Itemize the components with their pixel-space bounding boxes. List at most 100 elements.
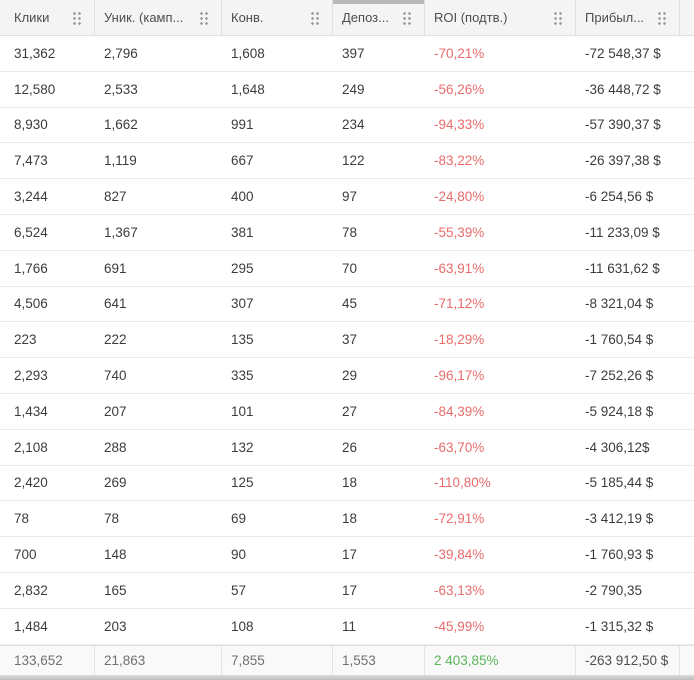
cell-uniques: 78 (104, 511, 120, 527)
total-uniques: 21,863 (95, 646, 222, 675)
column-header-roi-confirmed[interactable]: ROI (подтв.) (425, 0, 576, 35)
table-row[interactable]: 1,484 203 108 11 -45,99% -1 315,32 $ (0, 608, 694, 645)
column-header-label: ROI (подтв.) (434, 10, 508, 25)
row-stub (680, 179, 694, 214)
table-row[interactable]: 2,832 165 57 17 -63,13% -2 790,35 (0, 572, 694, 609)
cell-conversions: 307 (231, 296, 254, 312)
cell-profit: -8 321,04 $ (585, 296, 654, 312)
row-stub (680, 215, 694, 250)
cell-clicks: 1,434 (14, 403, 48, 419)
column-header-label: Депоз... (342, 10, 389, 25)
cell-roi: -110,80% (434, 475, 491, 491)
cell-uniques: 641 (104, 296, 127, 312)
cell-uniques: 2,796 (104, 45, 138, 61)
cell-conversions: 1,608 (231, 45, 265, 61)
cell-clicks: 12,580 (14, 81, 56, 97)
row-stub (680, 573, 694, 608)
cell-profit: -57 390,37 $ (585, 117, 661, 133)
drag-handle-icon[interactable] (402, 10, 412, 25)
cell-clicks: 78 (14, 511, 30, 527)
cell-clicks: 7,473 (14, 153, 48, 169)
cell-roi: -84,39% (434, 403, 485, 419)
cell-deposits: 17 (342, 582, 358, 598)
table-row[interactable]: 3,244 827 400 97 -24,80% -6 254,56 $ (0, 179, 694, 215)
table-row[interactable]: 8,930 1,662 991 234 -94,33% -57 390,37 $ (0, 107, 694, 144)
row-stub (680, 501, 694, 536)
cell-conversions: 1,648 (231, 81, 265, 97)
totals-stub (680, 646, 694, 675)
row-stub (680, 143, 694, 178)
cell-roi: -45,99% (434, 618, 485, 634)
drag-handle-icon[interactable] (657, 10, 667, 25)
table-row[interactable]: 2,293 740 335 29 -96,17% -7 252,26 $ (0, 358, 694, 394)
table-row[interactable]: 7,473 1,119 667 122 -83,22% -26 397,38 $ (0, 143, 694, 180)
drag-handle-icon[interactable] (310, 10, 320, 25)
total-conversions: 7,855 (222, 646, 333, 675)
column-header-deposits[interactable]: Депоз... (333, 0, 425, 35)
cell-deposits: 27 (342, 403, 358, 419)
cell-uniques: 203 (104, 618, 127, 634)
cell-deposits: 249 (342, 81, 365, 97)
table-row[interactable]: 1,766 691 295 70 -63,91% -11 631,62 $ (0, 250, 694, 287)
cell-uniques: 691 (104, 260, 127, 276)
column-header-profit[interactable]: Прибыл... (576, 0, 680, 35)
cell-profit: -1 760,54 $ (585, 332, 654, 348)
cell-clicks: 1,484 (14, 618, 48, 634)
bottom-strip (0, 675, 694, 680)
cell-clicks: 2,420 (14, 475, 48, 491)
cell-roi: -63,13% (434, 582, 485, 598)
row-stub (680, 251, 694, 286)
cell-conversions: 69 (231, 511, 247, 527)
column-header-conversions[interactable]: Конв. (222, 0, 333, 35)
table-row[interactable]: 2,420 269 125 18 -110,80% -5 185,44 $ (0, 465, 694, 502)
cell-clicks: 3,244 (14, 189, 48, 205)
cell-profit: -5 185,44 $ (585, 475, 654, 491)
column-header-clicks[interactable]: Клики (0, 0, 95, 35)
cell-conversions: 90 (231, 547, 247, 563)
cell-deposits: 97 (342, 189, 358, 205)
cell-conversions: 57 (231, 582, 247, 598)
cell-conversions: 135 (231, 332, 254, 348)
table-row[interactable]: 78 78 69 18 -72,91% -3 412,19 $ (0, 501, 694, 538)
cell-clicks: 31,362 (14, 45, 56, 61)
table-row[interactable]: 2,108 288 132 26 -63,70% -4 306,12$ (0, 429, 694, 466)
row-stub (680, 394, 694, 429)
cell-conversions: 381 (231, 224, 254, 240)
cell-uniques: 827 (104, 189, 127, 205)
total-profit: -263 912,50 $ (576, 646, 680, 675)
drag-handle-icon[interactable] (72, 10, 82, 25)
cell-uniques: 148 (104, 547, 127, 563)
cell-profit: -2 790,35 (585, 582, 643, 598)
table-row[interactable]: 700 148 90 17 -39,84% -1 760,93 $ (0, 537, 694, 573)
cell-clicks: 4,506 (14, 296, 48, 312)
column-header-label: Конв. (231, 10, 264, 25)
cell-roi: -63,91% (434, 260, 485, 276)
row-stub (680, 322, 694, 357)
row-stub (680, 537, 694, 572)
cell-conversions: 335 (231, 368, 254, 384)
column-drag-indicator (333, 0, 424, 4)
cell-profit: -3 412,19 $ (585, 511, 654, 527)
table-row[interactable]: 12,580 2,533 1,648 249 -56,26% -36 448,72 $ (0, 71, 694, 108)
cell-clicks: 2,832 (14, 582, 48, 598)
row-stub (680, 609, 694, 644)
column-header-uniques-campaign[interactable]: Уник. (камп... (95, 0, 222, 35)
cell-deposits: 397 (342, 45, 365, 61)
cell-uniques: 1,367 (104, 224, 138, 240)
column-header-label: Прибыл... (585, 10, 645, 25)
cell-deposits: 122 (342, 153, 365, 169)
table-row[interactable]: 31,362 2,796 1,608 397 -70,21% -72 548,37 $ (0, 36, 694, 72)
table-row[interactable]: 4,506 641 307 45 -71,12% -8 321,04 $ (0, 286, 694, 323)
table-row[interactable]: 223 222 135 37 -18,29% -1 760,54 $ (0, 322, 694, 359)
drag-handle-icon[interactable] (553, 10, 563, 25)
cell-deposits: 17 (342, 547, 358, 563)
table-row[interactable]: 1,434 207 101 27 -84,39% -5 924,18 $ (0, 393, 694, 430)
total-deposits: 1,553 (333, 646, 425, 675)
cell-roi: -71,12% (434, 296, 485, 312)
cell-roi: -18,29% (434, 332, 485, 348)
total-clicks: 133,652 (0, 646, 95, 675)
table-row[interactable]: 6,524 1,367 381 78 -55,39% -11 233,09 $ (0, 214, 694, 251)
drag-handle-icon[interactable] (199, 10, 209, 25)
cell-profit: -36 448,72 $ (585, 81, 661, 97)
